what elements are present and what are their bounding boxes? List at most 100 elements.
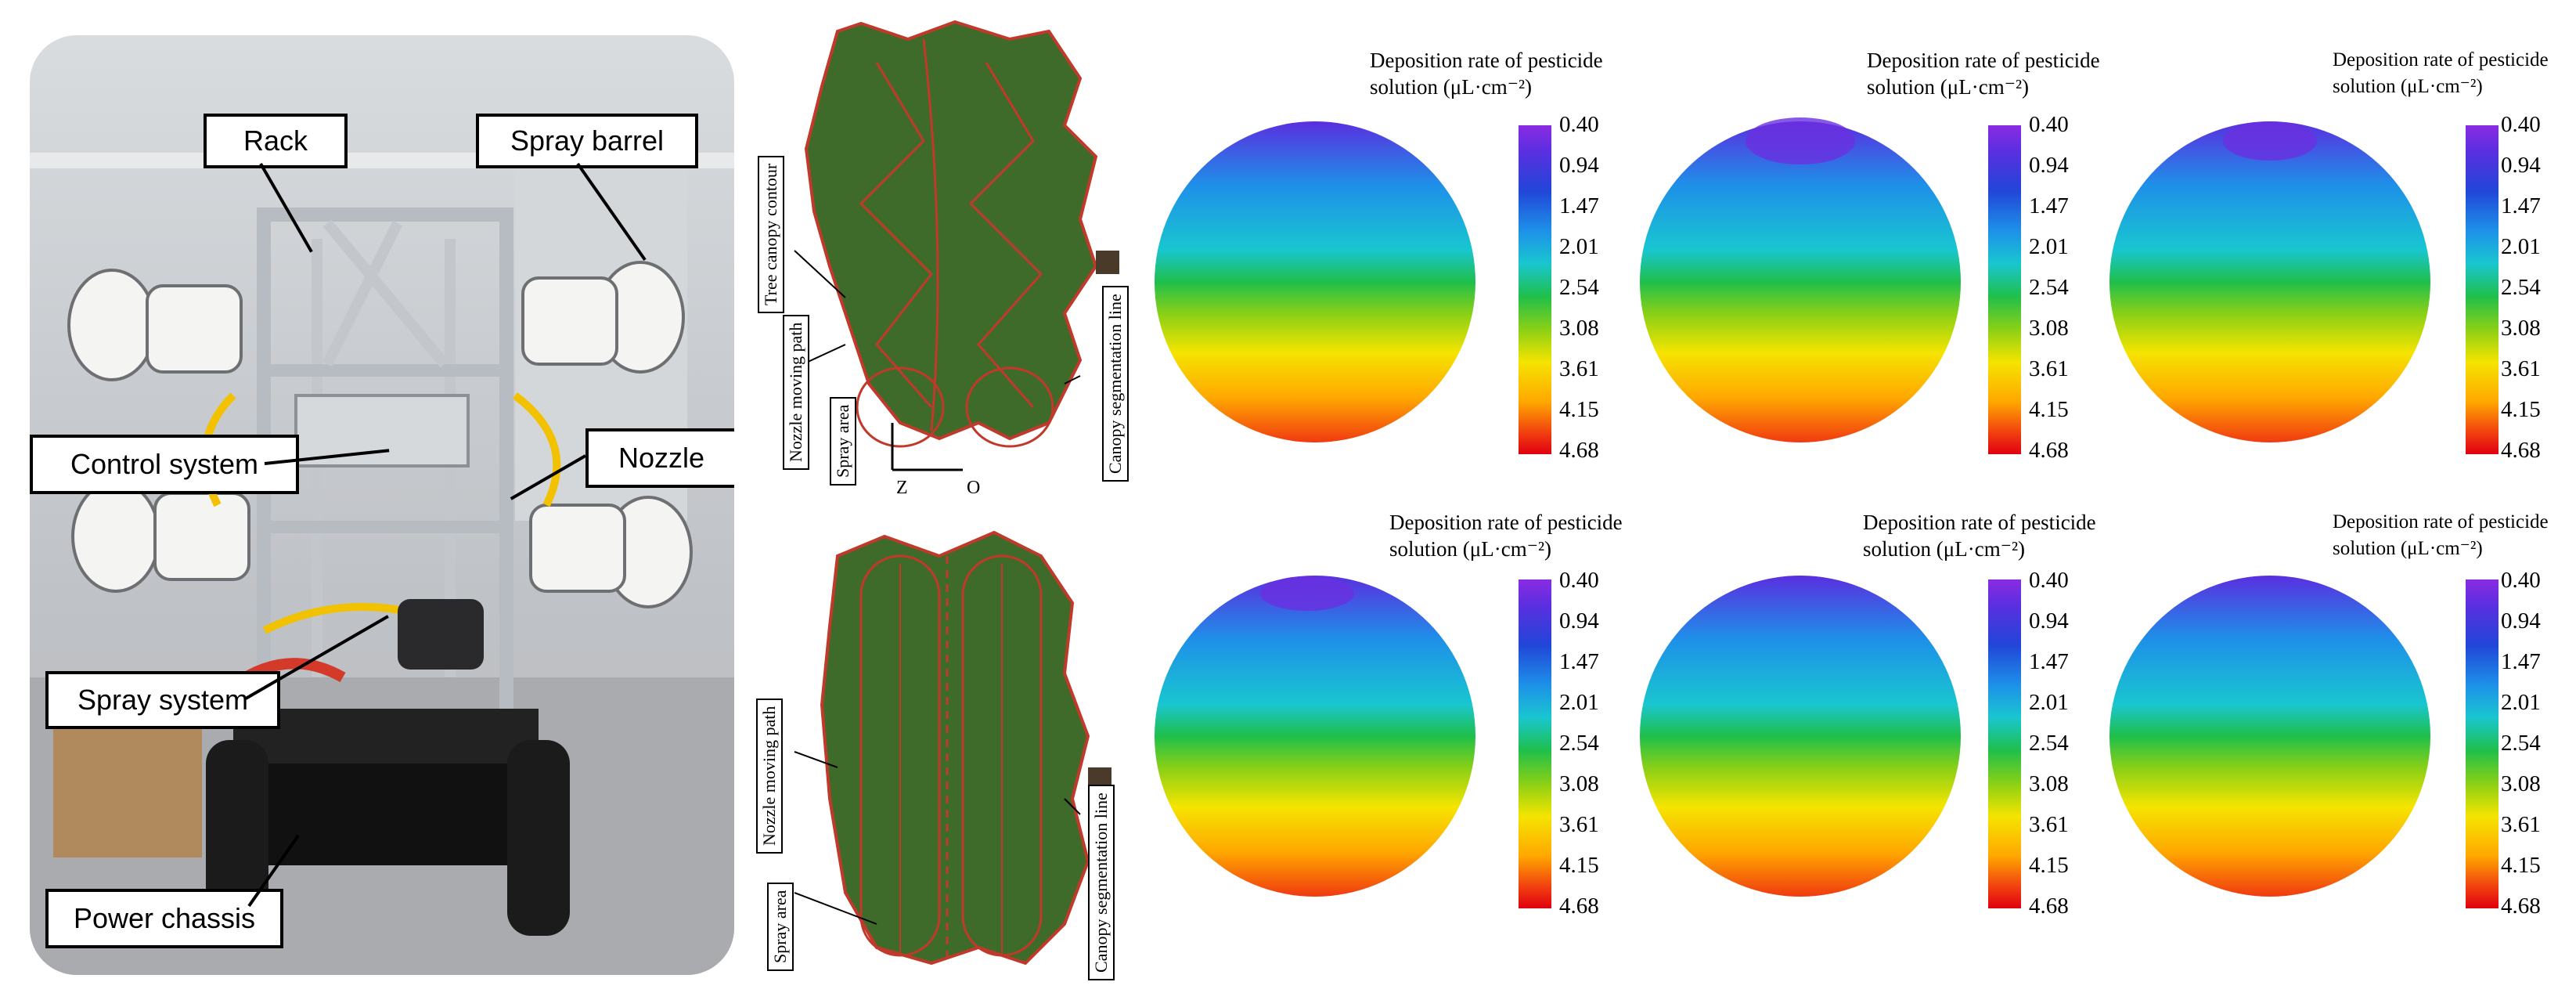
rack-label: Rack xyxy=(204,114,348,168)
tick-label: 3.61 xyxy=(1559,356,1599,381)
colorbar-title: Deposition rate of pesticide solution (μ… xyxy=(1867,47,2100,100)
deposition-map-2: Deposition rate of pesticide solution (μ… xyxy=(1628,47,2100,509)
colorbar-title: Deposition rate of pesticide solution (μ… xyxy=(2333,47,2549,100)
tick-label: 3.61 xyxy=(2501,812,2541,837)
deposition-circle xyxy=(2109,576,2430,897)
tick-label: 2.01 xyxy=(1559,234,1599,259)
tick-label: 2.01 xyxy=(2501,690,2541,715)
tick-label: 2.01 xyxy=(1559,690,1599,715)
deposition-map-4: Deposition rate of pesticide solution (μ… xyxy=(1151,509,1623,971)
colorbar xyxy=(2466,125,2499,454)
tick-label: 4.68 xyxy=(1559,438,1599,463)
spray-system-label: Spray system xyxy=(45,671,280,729)
tick-label: 4.15 xyxy=(1559,853,1599,878)
control-system-label: Control system xyxy=(30,435,299,494)
deposition-map-5: Deposition rate of pesticide solution (μ… xyxy=(1628,509,2096,971)
colorbar-title: Deposition rate of pesticide solution (μ… xyxy=(1389,509,1623,562)
tick-label: 3.08 xyxy=(2501,316,2541,341)
tick-label: 2.54 xyxy=(1559,731,1599,756)
tick-label: 0.94 xyxy=(2029,608,2069,634)
tick-label: 3.61 xyxy=(2029,356,2069,381)
tick-label: 4.68 xyxy=(2029,894,2069,919)
spray-barrel-label: Spray barrel xyxy=(476,114,698,168)
colorbar-title-line2: solution (μL·cm⁻²) xyxy=(2333,538,2483,559)
tick-label: 0.40 xyxy=(2501,568,2541,593)
tick-label: 0.94 xyxy=(2501,608,2541,634)
tick-label: 3.61 xyxy=(2501,356,2541,381)
colorbar-title-line1: Deposition rate of pesticide xyxy=(2333,511,2549,532)
tick-label: 2.01 xyxy=(2501,234,2541,259)
tick-label: 4.68 xyxy=(1559,894,1599,919)
tick-label: 4.68 xyxy=(2501,894,2541,919)
colorbar-title-line2: solution (μL·cm⁻²) xyxy=(1863,537,2026,561)
deposition-circle xyxy=(1640,117,1961,442)
nozzle-moving-path-label-bottom: Nozzle moving path xyxy=(756,698,783,854)
tick-label: 3.61 xyxy=(1559,812,1599,837)
tick-label: 4.15 xyxy=(2029,397,2069,422)
colorbar xyxy=(1988,125,2021,454)
tick-label: 3.08 xyxy=(1559,316,1599,341)
colorbar-title-line2: solution (μL·cm⁻²) xyxy=(1389,537,1552,561)
tick-label: 0.94 xyxy=(2029,153,2069,178)
tick-label: 3.08 xyxy=(2501,771,2541,796)
axis-o-label: O xyxy=(967,478,981,498)
tick-label: 3.61 xyxy=(2029,812,2069,837)
tick-label: 4.15 xyxy=(1559,397,1599,422)
colorbar xyxy=(1519,125,1551,454)
tick-label: 1.47 xyxy=(2501,193,2541,218)
colorbar-title-line1: Deposition rate of pesticide xyxy=(2333,49,2549,70)
tick-label: 1.47 xyxy=(2501,649,2541,674)
tree-canopy-contour-label: Tree canopy contour xyxy=(758,155,784,313)
tick-label: 1.47 xyxy=(1559,649,1599,674)
tick-label: 2.01 xyxy=(2029,234,2069,259)
tick-label: 2.54 xyxy=(2501,275,2541,300)
deposition-circle xyxy=(1640,576,1961,897)
deposition-circle xyxy=(2109,121,2430,442)
colorbar xyxy=(1988,579,2021,908)
colorbar-title-line1: Deposition rate of pesticide xyxy=(1863,511,2096,534)
canopy-segmentation-line-label-top: Canopy segmentation line xyxy=(1102,286,1129,482)
power-chassis-label: Power chassis xyxy=(45,889,283,948)
deposition-map-1: Deposition rate of pesticide solution (μ… xyxy=(1151,47,1603,509)
tick-label: 0.94 xyxy=(1559,153,1599,178)
colorbar-title-line2: solution (μL·cm⁻²) xyxy=(1867,75,2030,99)
tick-label: 0.94 xyxy=(2501,153,2541,178)
tick-label: 0.40 xyxy=(1559,568,1599,593)
canopy-diagrams: Tree canopy contour Nozzle moving path S… xyxy=(751,16,1129,987)
tick-label: 2.54 xyxy=(1559,275,1599,300)
deposition-circle xyxy=(1155,121,1475,442)
colorbar-title-line1: Deposition rate of pesticide xyxy=(1867,49,2100,72)
tick-label: 2.01 xyxy=(2029,690,2069,715)
tick-label: 3.08 xyxy=(2029,771,2069,796)
canopy-segmentation-line-label-bottom: Canopy segmentation line xyxy=(1088,785,1115,980)
tick-label: 1.47 xyxy=(2029,193,2069,218)
colorbar xyxy=(2466,579,2499,908)
sprayer-photo: Rack Spray barrel Control system Nozzle … xyxy=(30,35,734,975)
tick-label: 3.08 xyxy=(1559,771,1599,796)
colorbar xyxy=(1519,579,1551,908)
tick-label: 0.40 xyxy=(2501,112,2541,137)
sprayer-illustration xyxy=(30,129,734,975)
colorbar-title: Deposition rate of pesticide solution (μ… xyxy=(1370,47,1603,100)
tick-label: 0.40 xyxy=(2029,112,2069,137)
colorbar-title-line1: Deposition rate of pesticide xyxy=(1389,511,1623,534)
deposition-map-6: Deposition rate of pesticide solution (μ… xyxy=(2106,509,2549,971)
nozzle-label: Nozzle xyxy=(585,428,734,488)
nozzle-moving-path-label-top: Nozzle moving path xyxy=(783,314,809,470)
tick-label: 0.40 xyxy=(1559,112,1599,137)
deposition-map-3: Deposition rate of pesticide solution (μ… xyxy=(2106,47,2549,509)
tick-label: 2.54 xyxy=(2029,731,2069,756)
tick-label: 4.15 xyxy=(2501,853,2541,878)
colorbar-title-line2: solution (μL·cm⁻²) xyxy=(2333,76,2483,97)
tick-label: 3.08 xyxy=(2029,316,2069,341)
spray-area-label-bottom: Spray area xyxy=(767,882,794,971)
tick-label: 1.47 xyxy=(2029,649,2069,674)
canopy-illustration xyxy=(794,20,1119,966)
tick-label: 2.54 xyxy=(2029,275,2069,300)
tick-label: 0.40 xyxy=(2029,568,2069,593)
axis-z-label: Z xyxy=(896,478,908,498)
tick-label: 4.68 xyxy=(2501,438,2541,463)
deposition-circle xyxy=(1155,576,1475,897)
tick-label: 4.15 xyxy=(2501,397,2541,422)
tick-label: 4.15 xyxy=(2029,853,2069,878)
